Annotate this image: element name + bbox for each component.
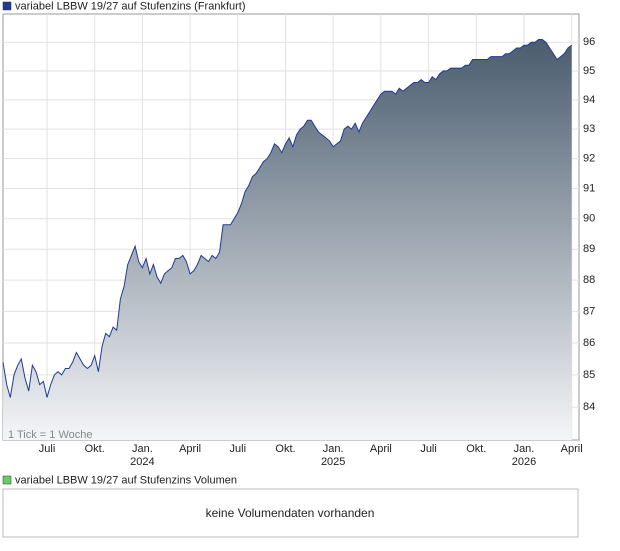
y-tick-label: 96 <box>583 36 595 48</box>
y-tick-label: 88 <box>583 274 595 286</box>
x-tick-label: Juli <box>420 443 437 455</box>
x-tick-label: April <box>561 443 583 455</box>
x-tick-label: Jan. <box>514 443 535 455</box>
legend-label: variabel LBBW 19/27 auf Stufenzins Volum… <box>15 474 237 486</box>
x-tick-year: 2025 <box>321 456 345 468</box>
x-tick-label: Okt. <box>466 443 486 455</box>
y-tick-label: 89 <box>583 243 595 255</box>
x-tick-label: Jan. <box>323 443 344 455</box>
y-tick-label: 85 <box>583 369 595 381</box>
x-tick-year: 2026 <box>512 456 536 468</box>
y-tick-label: 91 <box>583 182 595 194</box>
legend-label: variabel LBBW 19/27 auf Stufenzins (Fran… <box>15 0 246 12</box>
x-tick-label: Okt. <box>85 443 105 455</box>
y-tick-label: 90 <box>583 213 595 225</box>
x-tick-label: Juli <box>39 443 56 455</box>
x-tick-label: Juli <box>230 443 247 455</box>
legend-swatch <box>2 1 12 11</box>
y-tick-label: 94 <box>583 94 595 106</box>
y-tick-label: 84 <box>583 401 595 413</box>
tick-note: 1 Tick = 1 Woche <box>8 429 92 441</box>
y-tick-label: 87 <box>583 305 595 317</box>
legend-swatch <box>2 475 12 485</box>
y-tick-label: 92 <box>583 153 595 165</box>
x-tick-label: Jan. <box>132 443 153 455</box>
y-tick-label: 95 <box>583 65 595 77</box>
area <box>3 39 572 440</box>
volume-message: keine Volumendaten vorhanden <box>206 506 375 520</box>
x-tick-year: 2024 <box>130 456 154 468</box>
x-tick-label: April <box>179 443 201 455</box>
y-tick-label: 86 <box>583 337 595 349</box>
line <box>2 39 573 398</box>
volume-panel <box>2 488 579 538</box>
x-tick-label: Okt. <box>275 443 295 455</box>
x-tick-label: April <box>370 443 392 455</box>
y-tick-label: 93 <box>583 123 595 135</box>
